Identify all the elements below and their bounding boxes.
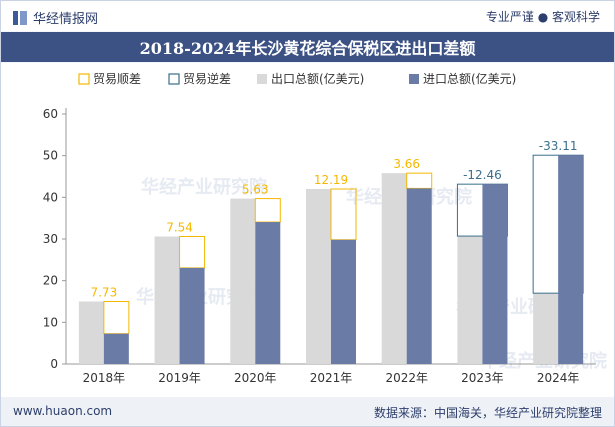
export-bar bbox=[457, 236, 483, 364]
y-tick-label: 30 bbox=[43, 232, 58, 246]
balance-box bbox=[406, 172, 433, 189]
legend-swatch bbox=[78, 73, 90, 85]
balance-label: -33.11 bbox=[539, 139, 578, 153]
watermark-text: 华经产业研究院 bbox=[141, 176, 267, 198]
balance-label: 5.63 bbox=[242, 183, 269, 197]
balance-label: 3.66 bbox=[393, 157, 420, 171]
legend-swatch bbox=[409, 74, 419, 84]
export-bar bbox=[533, 293, 559, 364]
balance-box bbox=[179, 236, 206, 269]
y-tick-label: 0 bbox=[50, 357, 58, 371]
y-tick-label: 60 bbox=[43, 107, 58, 121]
export-bar bbox=[78, 301, 104, 364]
import-bar bbox=[331, 239, 356, 364]
chart-title: 2018-2024年长沙黄花综合保税区进出口差额 bbox=[1, 32, 614, 62]
x-tick-label: 2022年 bbox=[385, 371, 428, 385]
slogan: 专业严谨 ● 客观科学 bbox=[485, 10, 600, 24]
x-tick-label: 2024年 bbox=[537, 371, 580, 385]
brand-name: 华经情报网 bbox=[33, 12, 99, 27]
website-link[interactable]: www.huaon.com bbox=[13, 404, 113, 418]
import-bar bbox=[406, 188, 432, 364]
chart-svg: 华经产业研究院华经产业研究院华经产业研究院华经产业研究院华经产业研究院贸易顺差贸… bbox=[43, 71, 607, 385]
footer: www.huaon.com 数据来源：中国海关，华经产业研究院整理 bbox=[1, 397, 614, 426]
top-bar: 华经情报网 专业严谨 ● 客观科学 bbox=[1, 1, 614, 31]
y-tick-label: 50 bbox=[43, 149, 58, 163]
balance-box bbox=[103, 301, 130, 335]
balance-label: -12.46 bbox=[463, 168, 502, 182]
x-tick-label: 2020年 bbox=[234, 371, 277, 385]
logo-icon bbox=[13, 10, 27, 25]
x-tick-label: 2018年 bbox=[83, 371, 126, 385]
legend-swatch bbox=[168, 73, 180, 85]
legend-label: 贸易顺差 bbox=[93, 72, 141, 86]
brand: 华经情报网 bbox=[13, 8, 98, 27]
balance-label: 7.54 bbox=[166, 221, 193, 235]
legend-label: 出口总额(亿美元) bbox=[271, 71, 364, 86]
legend-label: 贸易逆差 bbox=[183, 71, 231, 86]
balance-box bbox=[254, 198, 281, 223]
chart-area: 华经产业研究院华经产业研究院华经产业研究院华经产业研究院华经产业研究院贸易顺差贸… bbox=[1, 63, 614, 397]
export-bar bbox=[154, 236, 180, 364]
y-tick-label: 10 bbox=[43, 315, 58, 329]
balance-label: 12.19 bbox=[314, 173, 348, 187]
y-tick-label: 40 bbox=[43, 190, 58, 204]
export-bar bbox=[381, 173, 407, 364]
import-bar bbox=[558, 155, 584, 364]
legend-label: 进口总额(亿美元) bbox=[423, 71, 516, 86]
legend-swatch bbox=[257, 74, 267, 84]
data-source: 数据来源：中国海关，华经产业研究院整理 bbox=[373, 406, 602, 420]
x-tick-label: 2019年 bbox=[158, 371, 201, 385]
import-bar bbox=[103, 333, 129, 364]
x-tick-label: 2021年 bbox=[310, 371, 353, 385]
balance-label: 7.73 bbox=[90, 286, 117, 300]
y-tick-label: 20 bbox=[43, 274, 58, 288]
export-bar bbox=[230, 198, 256, 364]
import-bar bbox=[255, 222, 281, 364]
x-tick-label: 2023年 bbox=[461, 371, 504, 385]
import-bar bbox=[482, 184, 508, 364]
import-bar bbox=[179, 267, 205, 364]
export-bar bbox=[306, 189, 331, 364]
